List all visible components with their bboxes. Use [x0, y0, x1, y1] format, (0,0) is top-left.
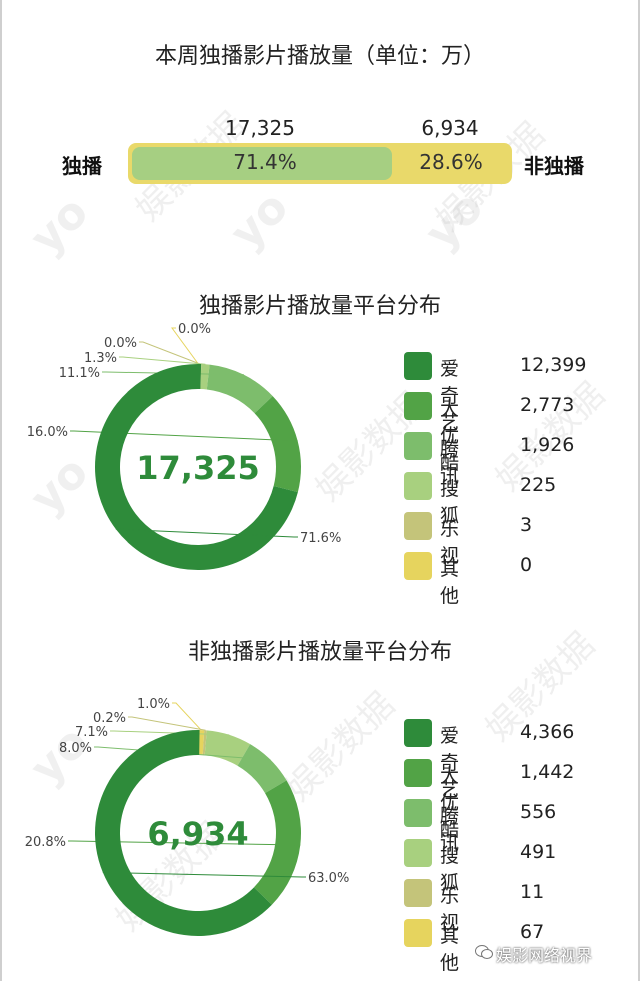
percent-label-2: 1.3% [84, 351, 117, 366]
legend-value: 2,773 [520, 394, 575, 416]
legend-name: 乐视 [440, 518, 460, 567]
brand-name: 娱影网络视界 [496, 946, 593, 965]
chart2-title: 非独播影片播放量平台分布 [187, 640, 452, 665]
share-bar [128, 143, 512, 184]
leader-line-0 [172, 702, 202, 731]
legend-swatch [404, 759, 432, 787]
legend-name: 腾讯 [440, 805, 460, 854]
donut-slice-1 [202, 730, 207, 756]
legend-value: 491 [520, 841, 557, 863]
legend-value: 67 [520, 921, 545, 943]
legend-name: 乐视 [440, 885, 460, 934]
legend-value: 12,399 [520, 354, 587, 376]
share-bar-exclusive [132, 147, 392, 180]
leader-line-3 [94, 746, 271, 761]
percent-label-4: 16.0% [27, 425, 68, 440]
legend-value: 225 [520, 474, 557, 496]
watermark-logo: yo [220, 181, 299, 260]
legend-swatch [404, 799, 432, 827]
watermark-logo: yo [415, 181, 494, 260]
legend-name: 搜狐 [440, 845, 460, 894]
donut-slice-3 [237, 744, 287, 794]
legend-name: 爱奇艺 [440, 358, 460, 434]
percent-label-3: 8.0% [59, 741, 92, 756]
leader-line-5 [115, 528, 298, 538]
leader-line-4 [68, 840, 301, 846]
legend-swatch [404, 879, 432, 907]
legend-value: 0 [520, 554, 533, 576]
percent-label-4: 20.8% [25, 835, 66, 850]
nonexclusive-label: 非独播 [524, 154, 584, 178]
chart1-donut: 0.0%0.0%1.3%11.1%16.0%71.6%17,325 [27, 322, 341, 570]
leader-line-1 [139, 341, 201, 365]
frame-border-right [638, 0, 640, 981]
leader-line-4 [70, 430, 298, 442]
legend-value: 1,926 [520, 434, 575, 456]
legend-swatch [404, 512, 432, 540]
percent-label-3: 11.1% [59, 366, 100, 381]
nonexclusive-total: 6,934 [421, 116, 479, 140]
donut-slice-4 [253, 780, 301, 905]
legend-name: 其他 [440, 925, 460, 974]
summary-title: 本周独播影片播放量（单位：万） [154, 44, 485, 69]
leader-line-2 [119, 356, 206, 365]
legend-swatch [404, 919, 432, 947]
legend-value: 1,442 [520, 761, 575, 783]
chart1-title: 独播影片播放量平台分布 [198, 294, 441, 319]
legend-name: 其他 [440, 558, 460, 607]
legend-swatch [404, 392, 432, 420]
legend-name: 腾讯 [440, 438, 460, 487]
legend-value: 11 [520, 881, 545, 903]
percent-label-5: 63.0% [308, 871, 349, 886]
percent-label-2: 7.1% [75, 725, 108, 740]
donut-slice-4 [254, 396, 301, 493]
legend-value: 3 [520, 514, 533, 536]
leader-line-1 [128, 716, 206, 731]
donut-slice-0 [198, 730, 205, 756]
donut-slice-3 [206, 364, 273, 414]
percent-label-0: 1.0% [137, 697, 170, 712]
nonexclusive-percent: 28.6% [419, 150, 483, 174]
frame-border-left [0, 0, 2, 981]
leader-line-5 [102, 871, 306, 878]
percent-label-5: 71.6% [300, 531, 341, 546]
legend-value: 4,366 [520, 721, 575, 743]
percent-label-0: 0.0% [178, 322, 211, 337]
legend-swatch [404, 352, 432, 380]
legend-swatch [404, 839, 432, 867]
donut-center-total: 17,325 [136, 449, 259, 487]
wechat-icon [475, 945, 493, 959]
donut-slice-5 [95, 730, 272, 936]
donut-slice-2 [200, 364, 210, 390]
legend-name: 大优酷 [440, 398, 460, 474]
percent-label-1: 0.2% [93, 711, 126, 726]
legend-name: 大优酷 [440, 765, 460, 841]
legend-swatch [404, 432, 432, 460]
donut-slice-2 [204, 730, 251, 766]
exclusive-label: 独播 [62, 154, 102, 178]
legend-value: 556 [520, 801, 557, 823]
chart2-donut: 1.0% 0.2%7.1%8.0% 20.8% 63.0% 6,934 [25, 697, 349, 936]
exclusive-percent: 71.4% [233, 150, 297, 174]
legend-swatch [404, 719, 432, 747]
percent-label-1: 0.0% [104, 336, 137, 351]
legend-name: 搜狐 [440, 478, 460, 527]
legend-swatch [404, 552, 432, 580]
watermark-logo: yo [20, 186, 99, 265]
legend-swatch [404, 472, 432, 500]
exclusive-total: 17,325 [225, 116, 295, 140]
legend-name: 爱奇艺 [440, 725, 460, 801]
leader-line-0 [171, 327, 199, 365]
donut-center-total: 6,934 [147, 815, 248, 853]
